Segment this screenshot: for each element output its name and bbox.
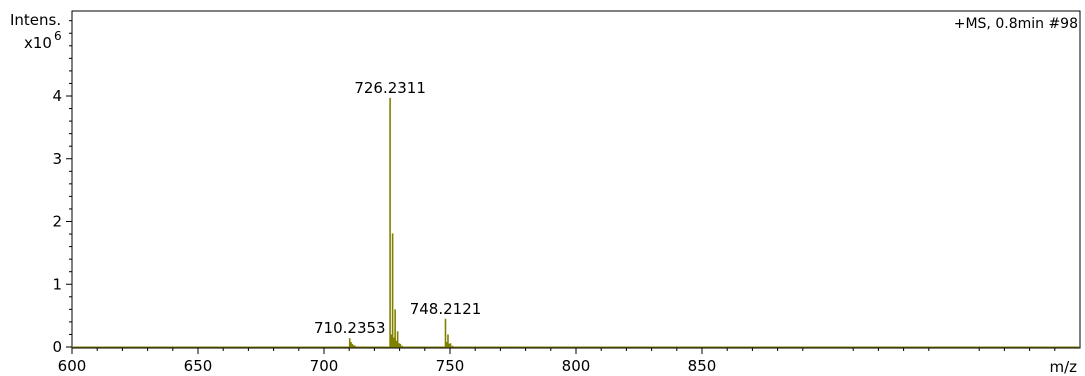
y-axis-multiplier: x10 — [24, 34, 52, 52]
peak-label: 726.2311 — [354, 79, 426, 97]
x-tick-label: 600 — [58, 357, 87, 375]
y-axis-title: Intens. x10 6 — [10, 11, 62, 52]
x-tick-label: 700 — [310, 357, 339, 375]
y-tick-label: 1 — [52, 275, 62, 293]
peak-label: 748.2121 — [410, 300, 482, 318]
spectrum-series — [72, 97, 1080, 348]
y-axis-ticks: 0 1 2 3 4 — [52, 20, 72, 356]
y-tick-label: 0 — [52, 338, 62, 356]
peak-label: 710.2353 — [314, 319, 386, 337]
y-axis-label: Intens. — [10, 11, 61, 29]
x-axis-ticks: 600 650 700 750 800 850 — [58, 348, 1056, 375]
y-tick-label: 4 — [52, 87, 62, 105]
x-tick-label: 850 — [688, 357, 717, 375]
x-tick-label: 750 — [436, 357, 465, 375]
x-axis-label: m/z — [1049, 358, 1077, 376]
x-tick-label: 800 — [562, 357, 591, 375]
y-tick-label: 3 — [52, 150, 62, 168]
peak-labels: 710.2353 726.2311 748.2121 — [314, 79, 481, 337]
plot-frame — [71, 10, 1081, 349]
y-axis-exponent: 6 — [54, 29, 62, 43]
spectrum-label: +MS, 0.8min #98 — [954, 16, 1078, 32]
x-tick-label: 650 — [184, 357, 213, 375]
y-tick-label: 2 — [52, 213, 62, 231]
